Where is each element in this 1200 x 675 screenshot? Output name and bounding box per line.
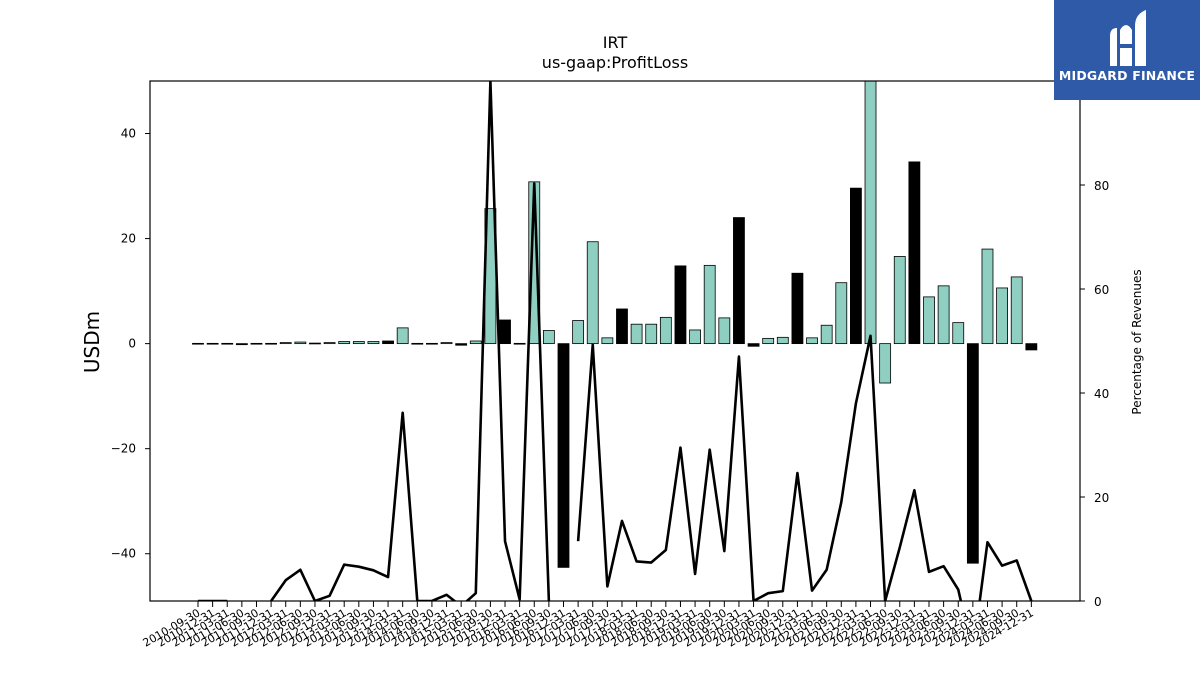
plot-frame: [149, 80, 1081, 602]
bar-2020-06-30: [762, 337, 775, 345]
brand-logo: MIDGARD FINANCE: [1054, 0, 1200, 100]
y-tick-label: −40: [111, 547, 136, 561]
y2-tick-label: 60: [1094, 283, 1109, 297]
bar-2014-03-31: [396, 327, 409, 345]
bar-2019-12-31: [733, 217, 745, 345]
bar-2017-12-31: [616, 308, 628, 345]
bar-2018-09-30: [659, 316, 672, 345]
bar-2011-12-31: [265, 342, 278, 345]
logo-text: MIDGARD FINANCE: [1058, 68, 1196, 83]
bar-2022-09-30: [893, 256, 906, 345]
bar-2022-12-31: [908, 161, 921, 345]
chart-title: IRT: [603, 33, 628, 52]
bar-2010-12-31: [206, 342, 219, 345]
bar-2016-09-30: [542, 330, 555, 345]
bar-2017-09-30: [601, 337, 614, 345]
bar-2013-03-31: [338, 341, 351, 345]
y-axis-ticks: −40 −20 0 20 40: [111, 127, 150, 561]
bar-2021-06-30: [820, 324, 833, 345]
bar-2014-09-30: [426, 342, 438, 345]
bar-2014-12-31: [440, 342, 453, 345]
bar-2024-09-30: [1010, 276, 1023, 345]
y-axis-label: USDm: [80, 311, 104, 373]
bar-series: [192, 80, 1038, 568]
y-tick-label: −20: [111, 442, 136, 456]
bar-2023-03-31: [923, 296, 935, 345]
x-axis-ticks: 2010-09-302010-12-312011-03-312011-06-30…: [141, 601, 1036, 650]
bar-2021-12-31: [850, 187, 862, 345]
y2-axis-label: Percentage of Revenues: [1130, 269, 1144, 414]
bar-2013-12-31: [382, 340, 394, 345]
chart-subtitle: us-gaap:ProfitLoss: [542, 53, 688, 72]
y-tick-label: 20: [121, 232, 136, 246]
y-tick-label: 0: [128, 337, 136, 351]
bar-2016-03-31: [513, 342, 526, 345]
bar-2024-03-31: [981, 248, 994, 345]
bar-2022-06-30: [879, 343, 892, 384]
bar-2018-06-30: [645, 323, 658, 345]
bar-2018-12-31: [674, 265, 687, 345]
bar-2015-06-30: [469, 340, 482, 345]
y-tick-label: 40: [121, 127, 136, 141]
bar-2021-03-31: [806, 337, 818, 345]
bar-2015-12-31: [499, 319, 511, 345]
bar-2012-03-31: [279, 342, 292, 345]
bar-2020-03-31: [747, 343, 760, 347]
y2-tick-label: 80: [1094, 179, 1109, 193]
bar-2020-12-31: [791, 272, 804, 345]
bar-2013-06-30: [352, 341, 365, 345]
bar-2024-12-31: [1025, 343, 1038, 351]
y2-tick-label: 0: [1094, 595, 1102, 609]
bar-2010-09-30: [192, 342, 204, 345]
bar-2018-03-31: [630, 323, 643, 345]
y2-tick-label: 20: [1094, 491, 1109, 505]
bar-2023-06-30: [937, 285, 950, 345]
bar-2019-03-31: [689, 329, 701, 345]
line-series: [198, 81, 1033, 601]
percentage-of-revenues-line: [198, 81, 1033, 601]
bar-2024-06-30: [996, 287, 1008, 345]
bar-2023-09-30: [952, 322, 965, 345]
bar-2016-06-30: [528, 181, 541, 345]
bar-2012-09-30: [309, 342, 321, 345]
bar-2019-09-30: [718, 317, 731, 345]
bar-2013-09-30: [367, 341, 380, 345]
bar-2022-03-31: [864, 80, 877, 345]
bar-2012-06-30: [294, 341, 307, 345]
bar-2011-09-30: [250, 342, 263, 345]
bar-2016-12-31: [557, 343, 570, 568]
bar-2014-06-30: [411, 342, 424, 345]
bar-2021-09-30: [835, 282, 848, 345]
y2-axis-ticks: 0 20 40 60 80: [1080, 179, 1109, 609]
bar-2023-12-31: [966, 343, 979, 564]
bar-2015-03-31: [455, 343, 468, 346]
bar-2020-09-30: [776, 336, 789, 345]
bar-2019-06-30: [703, 264, 716, 345]
midgard-logo-icon: [1110, 10, 1146, 66]
bar-2011-06-30: [235, 343, 248, 346]
bar-2017-03-31: [572, 320, 585, 345]
bar-2017-06-30: [586, 241, 599, 345]
bar-2012-12-31: [323, 342, 336, 345]
bar-2011-03-31: [221, 342, 234, 345]
y2-tick-label: 40: [1094, 387, 1109, 401]
